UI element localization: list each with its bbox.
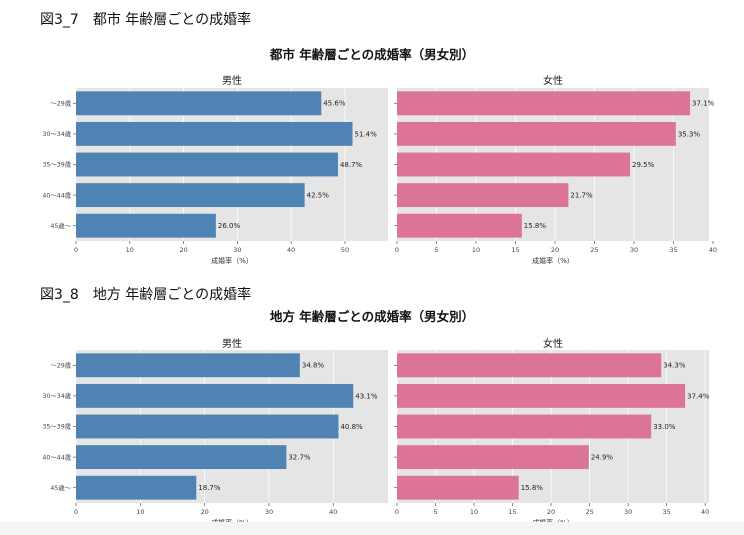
bar-value-label: 15.8%	[524, 222, 547, 230]
x-tick-label: 10	[472, 246, 480, 254]
panel-title-rural-female: 女性	[543, 339, 563, 350]
bar	[397, 353, 662, 378]
x-tick-label: 5	[434, 246, 438, 254]
bar-value-label: 45.6%	[323, 100, 346, 108]
bar-value-label: 24.9%	[591, 454, 614, 462]
bar-value-label: 26.0%	[218, 222, 241, 230]
x-axis-label: 成婚率（%）	[532, 256, 574, 265]
bar	[76, 445, 287, 470]
bar-value-label: 29.5%	[632, 161, 655, 169]
x-tick-label: 15	[511, 246, 519, 254]
y-category-label: 45歳〜	[50, 483, 71, 492]
x-tick-label: 25	[590, 246, 598, 254]
bar	[76, 183, 305, 208]
y-category-label: 〜29歳	[50, 99, 71, 108]
x-axis-label: 成婚率（%）	[211, 256, 253, 265]
chart-title-urban: 都市 年齢層ごとの成婚率（男女別）	[269, 47, 475, 62]
urban-male-bar-chart: 0 10 20 30 40 50 〜29歳 45.6% 30〜34歳 51.4% 35〜39歳 48.…	[42, 88, 388, 265]
x-tick-label: 10	[126, 246, 134, 254]
y-category-label: 35〜39歳	[42, 422, 71, 431]
bar	[76, 383, 354, 408]
y-category-label: 30〜34歳	[42, 391, 71, 400]
x-tick-label: 10	[136, 508, 144, 516]
bar-value-label: 43.1%	[355, 392, 378, 400]
bar	[397, 383, 686, 408]
bar	[397, 414, 652, 439]
x-tick-label: 30	[233, 246, 241, 254]
bar-value-label: 42.5%	[307, 192, 330, 200]
x-tick-label: 5	[433, 508, 437, 516]
x-tick-label: 20	[201, 508, 209, 516]
x-tick-label: 0	[395, 508, 399, 516]
bar	[397, 445, 589, 470]
x-tick-label: 40	[701, 508, 709, 516]
x-tick-label: 0	[74, 246, 78, 254]
bar	[397, 475, 519, 500]
y-category-label: 35〜39歳	[42, 160, 71, 169]
x-tick-label: 30	[265, 508, 273, 516]
y-category-label: 〜29歳	[50, 361, 71, 370]
bar-value-label: 32.7%	[288, 454, 311, 462]
bar	[76, 353, 300, 378]
bar	[76, 152, 338, 177]
bar	[397, 91, 691, 116]
bar-value-label: 21.7%	[570, 192, 593, 200]
bar-value-label: 37.1%	[692, 100, 715, 108]
x-tick-label: 40	[287, 246, 295, 254]
x-tick-label: 25	[585, 508, 593, 516]
bar-value-label: 48.7%	[340, 161, 363, 169]
x-tick-label: 35	[662, 508, 670, 516]
panel-title-rural-male: 男性	[222, 339, 242, 350]
y-category-label: 40〜44歳	[42, 452, 71, 461]
x-tick-label: 20	[179, 246, 187, 254]
figure-label-rural: 図3_8 地方 年齢層ごとの成婚率	[40, 287, 252, 303]
bar-value-label: 40.8%	[340, 423, 363, 431]
x-tick-label: 40	[709, 246, 717, 254]
chart-title-rural: 地方 年齢層ごとの成婚率（男女別）	[269, 309, 475, 324]
bar-value-label: 34.8%	[302, 362, 325, 370]
urban-female-bar-chart: 0 5 10 15 20 25 30 35 40 37.1% 35.3% 29.5% 21.7% 15.8…	[394, 88, 717, 265]
x-tick-label: 35	[669, 246, 677, 254]
bar	[76, 475, 197, 500]
panel-title-urban-female: 女性	[543, 76, 563, 87]
y-category-label: 40〜44歳	[42, 190, 71, 199]
panel-title-urban-male: 男性	[222, 76, 242, 87]
x-tick-label: 30	[624, 508, 632, 516]
x-tick-label: 30	[630, 246, 638, 254]
x-tick-label: 40	[329, 508, 337, 516]
y-category-label: 45歳〜	[50, 221, 71, 230]
bar	[397, 183, 569, 208]
bar	[76, 91, 322, 116]
bar	[76, 213, 216, 238]
figure-label-urban: 図3_7 都市 年齢層ごとの成婚率	[40, 12, 252, 28]
bar-value-label: 34.3%	[663, 362, 686, 370]
bar	[397, 152, 631, 177]
x-tick-label: 10	[470, 508, 478, 516]
bar	[76, 414, 339, 439]
bar-value-label: 37.4%	[687, 392, 710, 400]
y-category-label: 30〜34歳	[42, 129, 71, 138]
bar	[397, 213, 522, 238]
bar-value-label: 18.7%	[198, 484, 221, 492]
bar	[397, 121, 676, 146]
x-tick-label: 0	[395, 246, 399, 254]
page-bottom-strip	[0, 522, 744, 535]
bar-value-label: 35.3%	[678, 130, 701, 138]
bar-value-label: 51.4%	[354, 130, 377, 138]
x-tick-label: 15	[508, 508, 516, 516]
x-tick-label: 0	[74, 508, 78, 516]
bar-value-label: 33.0%	[653, 423, 676, 431]
bar-value-label: 15.8%	[521, 484, 544, 492]
bar	[76, 121, 353, 146]
x-tick-label: 20	[547, 508, 555, 516]
x-tick-label: 20	[551, 246, 559, 254]
x-tick-label: 50	[341, 246, 349, 254]
